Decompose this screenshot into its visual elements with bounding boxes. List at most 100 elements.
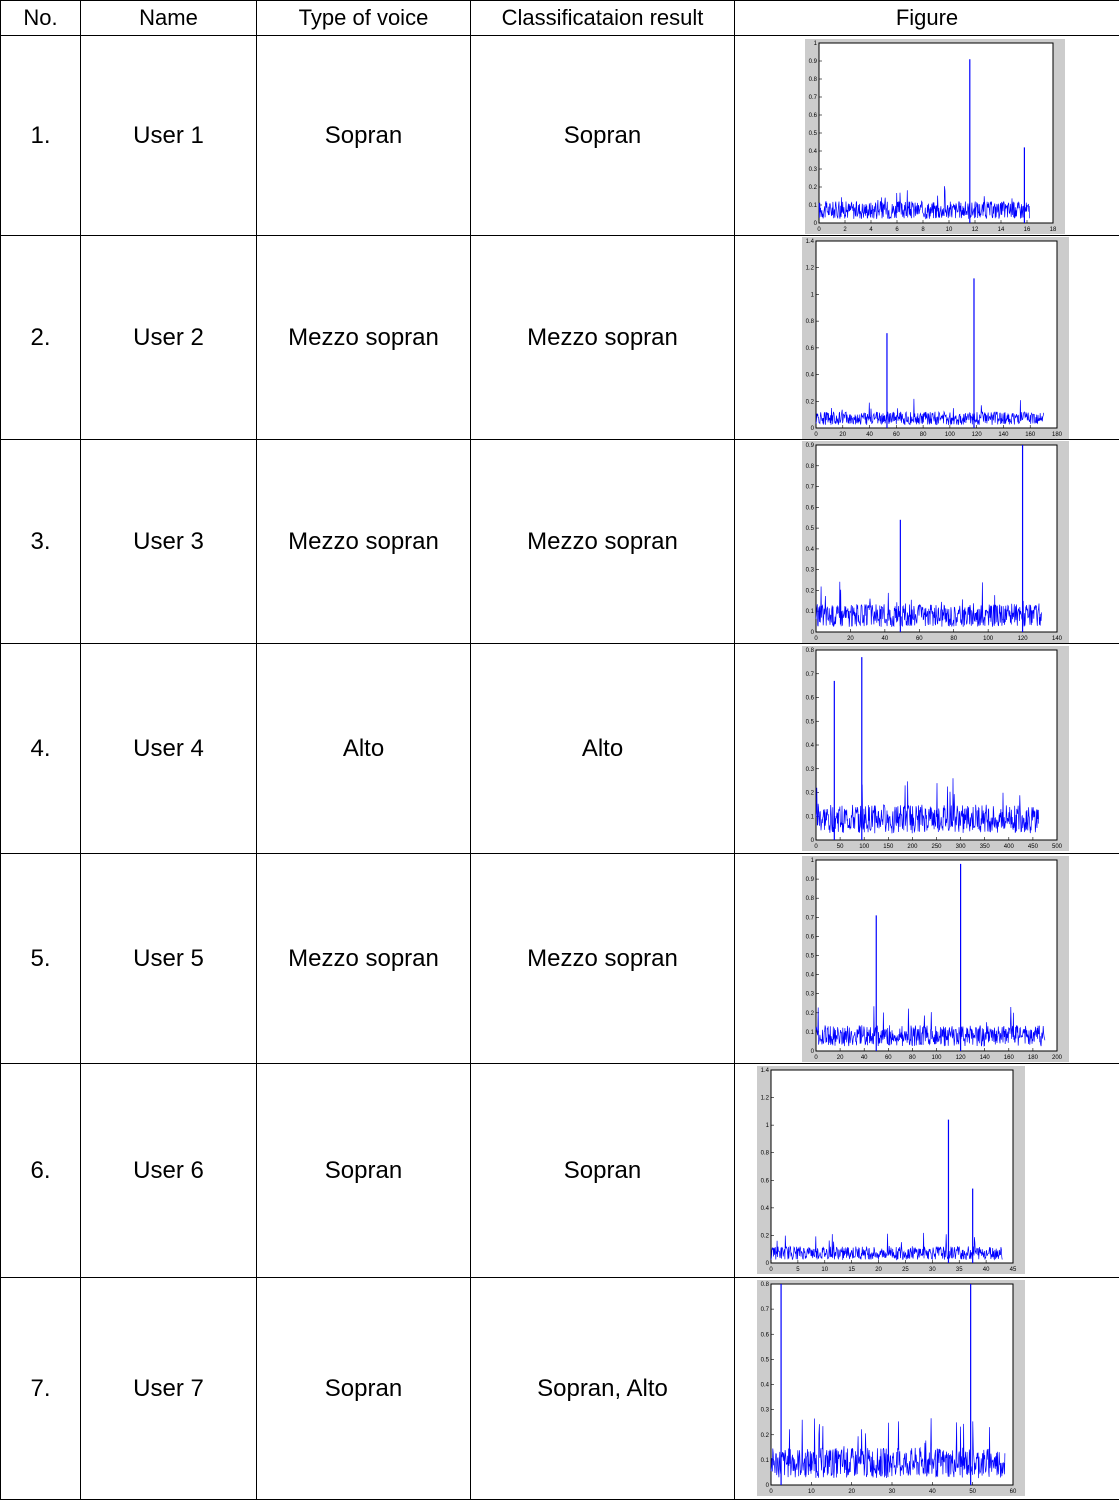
y-tick-label: 0.2 bbox=[809, 185, 818, 191]
x-tick-label: 45 bbox=[1010, 1267, 1017, 1273]
y-tick-label: 0.3 bbox=[806, 568, 815, 574]
voice-type: Mezzo sopran bbox=[257, 236, 471, 440]
x-tick-label: 0 bbox=[769, 1267, 773, 1273]
user-name: User 5 bbox=[81, 854, 257, 1064]
x-tick-label: 14 bbox=[998, 227, 1005, 233]
classification-result: Sopran bbox=[471, 1064, 735, 1278]
x-tick-label: 200 bbox=[907, 844, 918, 850]
x-tick-label: 160 bbox=[1004, 1055, 1015, 1061]
x-tick-label: 12 bbox=[972, 227, 979, 233]
voice-type: Alto bbox=[257, 644, 471, 854]
y-tick-label: 0.6 bbox=[806, 934, 815, 940]
classification-result: Mezzo sopran bbox=[471, 236, 735, 440]
x-tick-label: 0 bbox=[814, 844, 818, 850]
x-tick-label: 160 bbox=[1025, 432, 1036, 438]
plot-area bbox=[816, 241, 1057, 428]
x-tick-label: 60 bbox=[1010, 1489, 1017, 1495]
row-number: 3. bbox=[1, 440, 81, 644]
x-tick-label: 140 bbox=[998, 432, 1009, 438]
voice-type: Mezzo sopran bbox=[257, 854, 471, 1064]
classification-result: Mezzo sopran bbox=[471, 440, 735, 644]
x-tick-label: 100 bbox=[983, 636, 994, 642]
x-tick-label: 30 bbox=[929, 1267, 936, 1273]
x-tick-label: 35 bbox=[956, 1267, 963, 1273]
header-no: No. bbox=[1, 1, 81, 36]
user-name: User 3 bbox=[81, 440, 257, 644]
x-tick-label: 15 bbox=[848, 1267, 855, 1273]
x-tick-label: 500 bbox=[1052, 844, 1063, 850]
x-tick-label: 40 bbox=[866, 432, 873, 438]
y-tick-label: 0.6 bbox=[761, 1332, 770, 1338]
x-tick-label: 40 bbox=[983, 1267, 990, 1273]
x-tick-label: 60 bbox=[893, 432, 900, 438]
y-tick-label: 0.2 bbox=[761, 1433, 770, 1439]
y-tick-label: 1 bbox=[811, 858, 815, 864]
x-tick-label: 40 bbox=[861, 1055, 868, 1061]
voice-type: Mezzo sopran bbox=[257, 440, 471, 644]
y-tick-label: 0.8 bbox=[806, 464, 815, 470]
y-tick-label: 0.1 bbox=[806, 1030, 815, 1036]
x-tick-label: 5 bbox=[796, 1267, 800, 1273]
x-tick-label: 10 bbox=[808, 1489, 815, 1495]
y-tick-label: 0.3 bbox=[806, 767, 815, 773]
y-tick-label: 0.9 bbox=[806, 877, 815, 883]
x-tick-label: 10 bbox=[821, 1267, 828, 1273]
x-tick-label: 350 bbox=[980, 844, 991, 850]
y-tick-label: 0.9 bbox=[806, 443, 815, 449]
header-figure: Figure bbox=[735, 1, 1119, 36]
y-tick-label: 0.7 bbox=[806, 672, 815, 678]
x-tick-label: 100 bbox=[931, 1055, 942, 1061]
x-tick-label: 0 bbox=[769, 1489, 773, 1495]
y-tick-label: 0.1 bbox=[806, 609, 815, 615]
x-tick-label: 40 bbox=[882, 636, 889, 642]
classification-result: Sopran bbox=[471, 36, 735, 236]
x-tick-label: 10 bbox=[946, 227, 953, 233]
plot-area bbox=[816, 860, 1057, 1051]
y-tick-label: 0.5 bbox=[806, 954, 815, 960]
y-tick-label: 0.6 bbox=[761, 1178, 770, 1184]
row-number: 4. bbox=[1, 644, 81, 854]
row-number: 5. bbox=[1, 854, 81, 1064]
x-tick-label: 450 bbox=[1028, 844, 1039, 850]
y-tick-label: 0.3 bbox=[809, 167, 818, 173]
x-tick-label: 20 bbox=[847, 636, 854, 642]
y-tick-label: 0.2 bbox=[761, 1233, 770, 1239]
y-tick-label: 1.4 bbox=[761, 1068, 770, 1074]
classification-result: Mezzo sopran bbox=[471, 854, 735, 1064]
x-tick-label: 80 bbox=[950, 636, 957, 642]
x-tick-label: 25 bbox=[902, 1267, 909, 1273]
user-name: User 1 bbox=[81, 36, 257, 236]
row-number: 6. bbox=[1, 1064, 81, 1278]
y-tick-label: 0.4 bbox=[761, 1383, 770, 1389]
x-tick-label: 4 bbox=[869, 227, 873, 233]
y-tick-label: 0.3 bbox=[761, 1408, 770, 1414]
x-tick-label: 120 bbox=[972, 432, 983, 438]
x-tick-label: 16 bbox=[1024, 227, 1031, 233]
x-tick-label: 20 bbox=[839, 432, 846, 438]
y-tick-label: 0.2 bbox=[806, 588, 815, 594]
y-tick-label: 0.8 bbox=[761, 1151, 770, 1157]
x-tick-label: 0 bbox=[814, 1055, 818, 1061]
x-tick-label: 100 bbox=[859, 844, 870, 850]
y-tick-label: 0.5 bbox=[806, 526, 815, 532]
y-tick-label: 0.3 bbox=[806, 992, 815, 998]
